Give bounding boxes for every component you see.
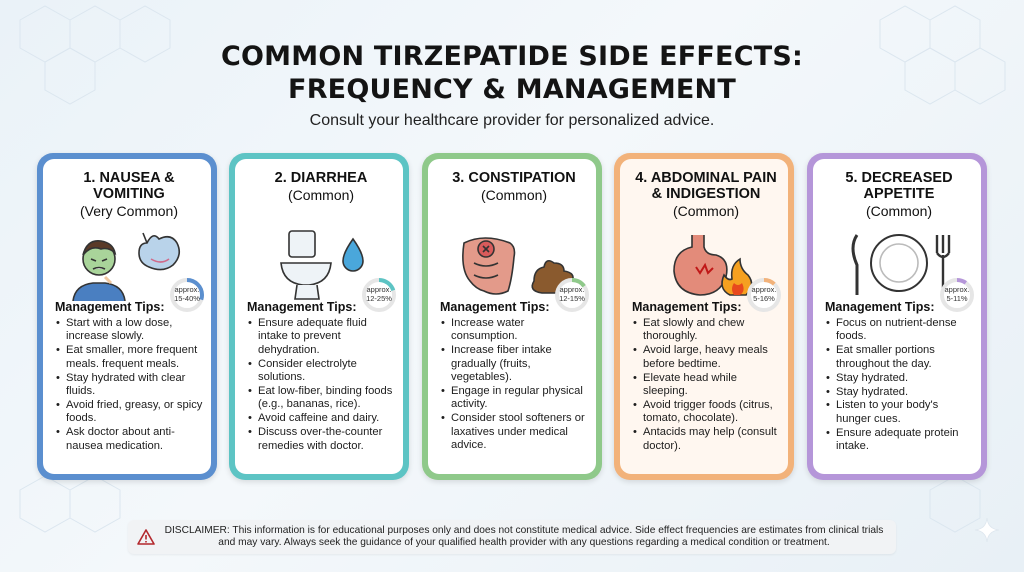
frequency-rate: 15-40% bbox=[174, 293, 200, 303]
tip-item: Listen to your body's hunger cues. bbox=[825, 399, 975, 426]
frequency-ring: approx. 15-40% bbox=[169, 277, 205, 313]
approx-prefix: approx. bbox=[559, 285, 585, 294]
tip-item: Eat smaller, more frequent meals. freque… bbox=[55, 344, 205, 371]
frequency-ring: approx. 5-11% bbox=[939, 277, 975, 313]
frequency-label: approx. 12-25% bbox=[361, 285, 397, 303]
tip-item: Increase fiber intake gradually (fruits,… bbox=[440, 344, 590, 384]
card-heading: 2. DIARRHEA (Common) bbox=[248, 170, 394, 203]
frequency-rate: 5-16% bbox=[753, 293, 775, 303]
card-nausea-vomiting: 1. NAUSEA & VOMITING (Very Common) bbox=[37, 153, 217, 480]
nausea-person-stomach-icon bbox=[72, 232, 181, 301]
tips-heading: Management Tips: bbox=[825, 300, 935, 314]
tip-item: Avoid fried, greasy, or spicy foods. bbox=[55, 399, 205, 426]
header: COMMON TIRZEPATIDE SIDE EFFECTS: FREQUEN… bbox=[0, 40, 1024, 130]
card-title: 5. DECREASED APPETITE bbox=[845, 170, 953, 202]
card-constipation: 3. CONSTIPATION (Common) approx. bbox=[422, 153, 602, 480]
card-abdominal-pain-indigestion: 4. ABDOMINAL PAIN & INDIGESTION (Common)… bbox=[614, 153, 794, 480]
frequency-label: approx. 15-40% bbox=[169, 285, 205, 303]
tips-heading: Management Tips: bbox=[247, 300, 357, 314]
side-effect-cards: 1. NAUSEA & VOMITING (Very Common) bbox=[37, 153, 987, 480]
tip-item: Avoid large, heavy meals before bedtime. bbox=[632, 344, 782, 371]
frequency-ring-graphic bbox=[170, 278, 204, 312]
tip-item: Avoid caffeine and dairy. bbox=[247, 412, 397, 426]
frequency-ring: approx. 12-25% bbox=[361, 277, 397, 313]
page-title: COMMON TIRZEPATIDE SIDE EFFECTS: FREQUEN… bbox=[0, 40, 1024, 106]
frequency-label: approx. 5-11% bbox=[939, 285, 975, 303]
card-title: 2. DIARRHEA bbox=[274, 170, 368, 186]
frequency-ring-graphic bbox=[747, 278, 781, 312]
card-body: 2. DIARRHEA (Common) approx. 12-2 bbox=[235, 159, 403, 474]
tips-heading: Management Tips: bbox=[632, 300, 742, 314]
card-frequency: (Common) bbox=[865, 203, 933, 219]
tip-item: Discuss over-the-counter remedies with d… bbox=[247, 426, 397, 453]
tips-list: Eat slowly and chew thoroughly. Avoid la… bbox=[632, 317, 782, 454]
tips-list: Focus on nutrient-dense foods. Eat small… bbox=[825, 317, 975, 454]
toilet-droplet-icon bbox=[280, 230, 364, 300]
tips-list: Ensure adequate fluid intake to prevent … bbox=[247, 317, 397, 454]
approx-prefix: approx. bbox=[174, 285, 200, 294]
card-diarrhea: 2. DIARRHEA (Common) approx. 12-2 bbox=[229, 153, 409, 480]
tip-item: Avoid trigger foods (citrus, tomato, cho… bbox=[632, 399, 782, 426]
frequency-ring-graphic bbox=[362, 278, 396, 312]
warning-icon bbox=[128, 529, 164, 545]
title-line-1: COMMON TIRZEPATIDE SIDE EFFECTS: bbox=[221, 41, 803, 72]
frequency-ring-graphic bbox=[555, 278, 589, 312]
plate-cutlery-icon bbox=[851, 234, 951, 295]
approx-prefix: approx. bbox=[944, 285, 970, 294]
disclaimer-box: DISCLAIMER: This information is for educ… bbox=[128, 520, 896, 554]
tip-item: Consider stool softeners or laxatives un… bbox=[440, 412, 590, 452]
tip-item: Start with a low dose, increase slowly. bbox=[55, 317, 205, 344]
tip-item: Stay hydrated with clear fluids. bbox=[55, 372, 205, 399]
card-body: 4. ABDOMINAL PAIN & INDIGESTION (Common)… bbox=[620, 159, 788, 474]
card-body: 1. NAUSEA & VOMITING (Very Common) bbox=[43, 159, 211, 474]
tips-heading: Management Tips: bbox=[440, 300, 550, 314]
card-heading: 5. DECREASED APPETITE (Common) bbox=[826, 170, 972, 219]
frequency-ring-graphic bbox=[940, 278, 974, 312]
disclaimer-text: DISCLAIMER: This information is for educ… bbox=[164, 524, 884, 549]
tip-item: Antacids may help (consult doctor). bbox=[632, 426, 782, 453]
tip-item: Elevate head while sleeping. bbox=[632, 372, 782, 399]
frequency-rate: 5-11% bbox=[946, 293, 968, 303]
tip-item: Consider electrolyte solutions. bbox=[247, 358, 397, 385]
tip-item: Engage in regular physical activity. bbox=[440, 385, 590, 412]
tip-item: Ask doctor about anti-nausea medication. bbox=[55, 426, 205, 453]
frequency-ring: approx. 12-15% bbox=[554, 277, 590, 313]
page-subtitle: Consult your healthcare provider for per… bbox=[309, 112, 715, 129]
card-body: 5. DECREASED APPETITE (Common) approx. bbox=[813, 159, 981, 474]
card-heading: 1. NAUSEA & VOMITING (Very Common) bbox=[56, 170, 202, 219]
tip-item: Ensure adequate fluid intake to prevent … bbox=[247, 317, 397, 357]
tip-item: Focus on nutrient-dense foods. bbox=[825, 317, 975, 344]
card-decreased-appetite: 5. DECREASED APPETITE (Common) approx. bbox=[807, 153, 987, 480]
sparkle-icon bbox=[974, 517, 1000, 543]
card-frequency: (Common) bbox=[672, 203, 740, 219]
card-frequency: (Common) bbox=[287, 187, 355, 203]
frequency-label: approx. 12-15% bbox=[554, 285, 590, 303]
card-heading: 3. CONSTIPATION (Common) bbox=[441, 170, 587, 203]
tip-item: Stay hydrated. bbox=[825, 386, 975, 400]
tip-item: Eat low-fiber, binding foods (e.g., bana… bbox=[247, 385, 397, 412]
frequency-rate: 12-25% bbox=[366, 293, 392, 303]
tips-list: Start with a low dose, increase slowly. … bbox=[55, 317, 205, 454]
tip-item: Increase water consumption. bbox=[440, 317, 590, 344]
tip-item: Ensure adequate protein intake. bbox=[825, 427, 975, 454]
frequency-rate: 12-15% bbox=[559, 293, 585, 303]
approx-prefix: approx. bbox=[751, 285, 777, 294]
tip-item: Eat slowly and chew thoroughly. bbox=[632, 317, 782, 344]
title-line-2: FREQUENCY & MANAGEMENT bbox=[288, 74, 736, 105]
tip-item: Stay hydrated. bbox=[825, 372, 975, 386]
approx-prefix: approx. bbox=[366, 285, 392, 294]
frequency-ring: approx. 5-16% bbox=[746, 277, 782, 313]
tips-heading: Management Tips: bbox=[55, 300, 165, 314]
card-title: 1. NAUSEA & VOMITING bbox=[83, 170, 175, 202]
frequency-label: approx. 5-16% bbox=[746, 285, 782, 303]
card-title: 4. ABDOMINAL PAIN & INDIGESTION bbox=[635, 170, 777, 202]
card-frequency: (Very Common) bbox=[79, 203, 179, 219]
card-heading: 4. ABDOMINAL PAIN & INDIGESTION (Common) bbox=[633, 170, 779, 219]
card-body: 3. CONSTIPATION (Common) approx. bbox=[428, 159, 596, 474]
card-title: 3. CONSTIPATION bbox=[452, 170, 576, 186]
stomach-fire-icon bbox=[673, 235, 753, 296]
tip-item: Eat smaller portions throughout the day. bbox=[825, 344, 975, 371]
card-frequency: (Common) bbox=[480, 187, 548, 203]
tips-list: Increase water consumption. Increase fib… bbox=[440, 317, 590, 453]
